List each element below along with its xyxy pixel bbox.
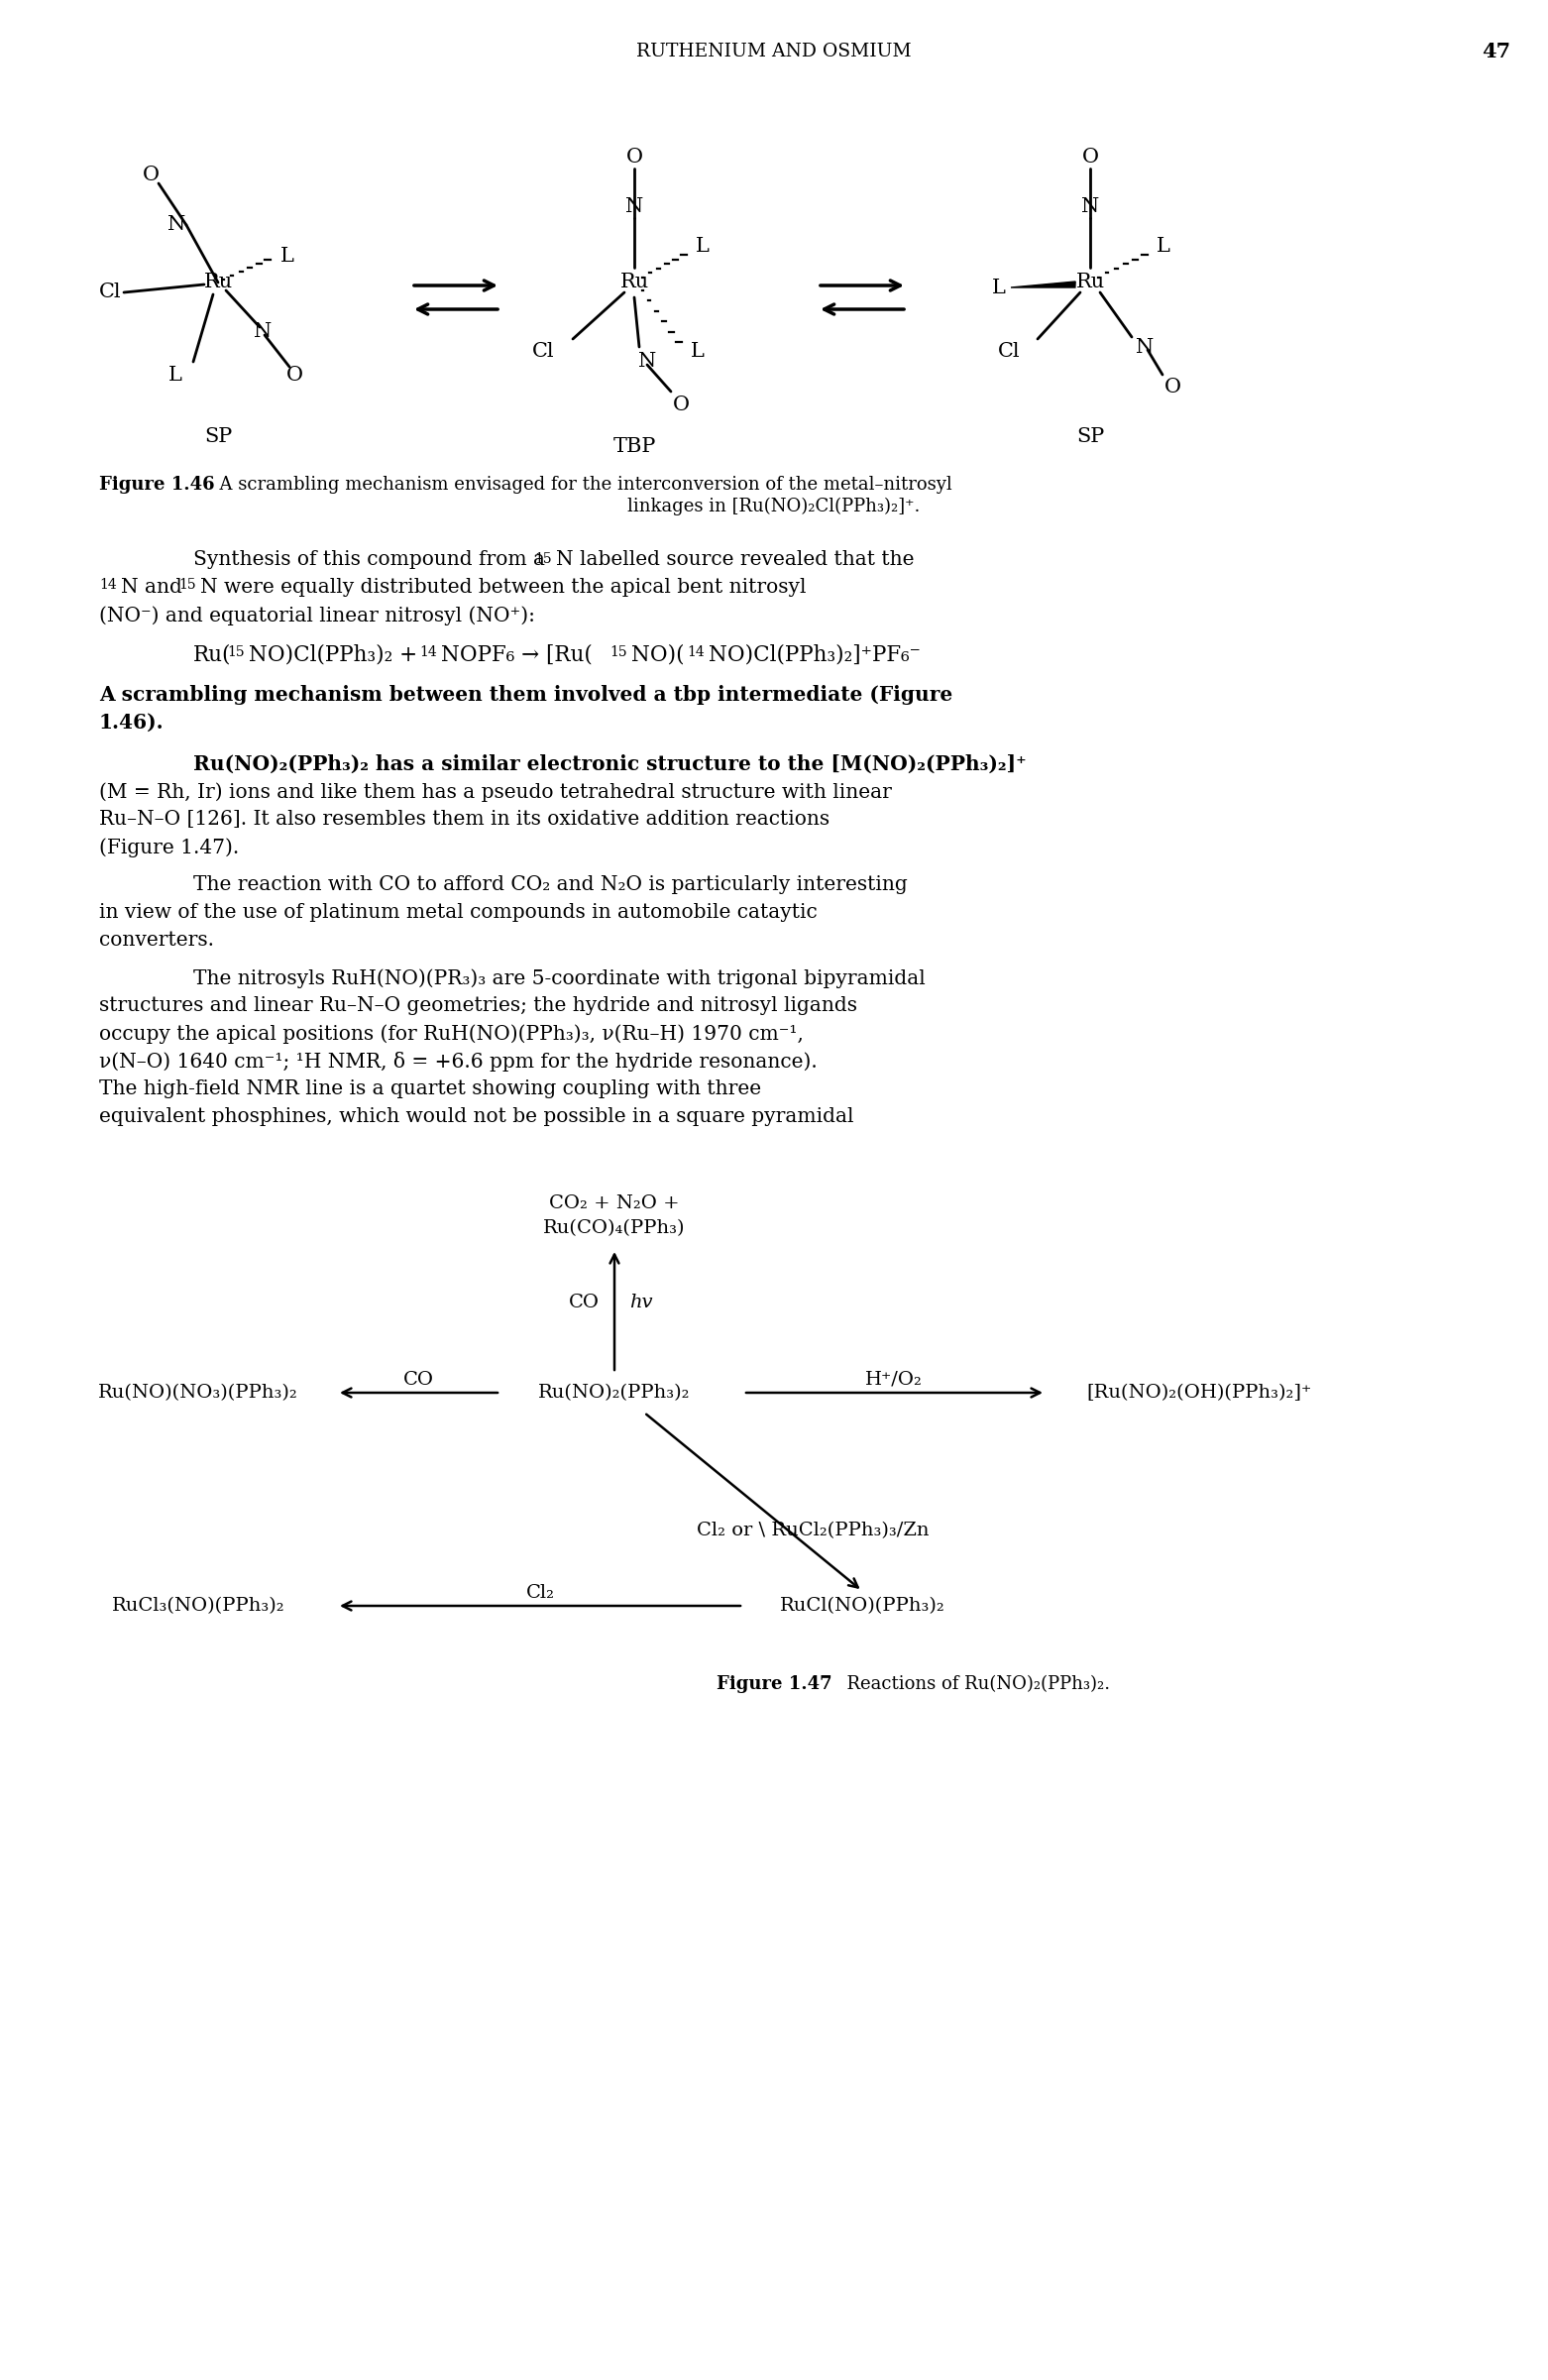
Text: Ru(NO)(NO₃)(PPh₃)₂: Ru(NO)(NO₃)(PPh₃)₂	[98, 1383, 299, 1402]
Text: in view of the use of platinum metal compounds in automobile cataytic: in view of the use of platinum metal com…	[99, 902, 817, 921]
Text: The nitrosyls RuH(NO)(PR₃)₃ are 5-coordinate with trigonal bipyramidal: The nitrosyls RuH(NO)(PR₃)₃ are 5-coordi…	[194, 969, 926, 988]
Text: TBP: TBP	[613, 436, 656, 455]
Text: O: O	[1082, 148, 1099, 167]
Text: SP: SP	[204, 426, 232, 445]
Text: Cl₂: Cl₂	[526, 1585, 554, 1602]
Text: O: O	[1164, 378, 1181, 397]
Text: H⁺/O₂: H⁺/O₂	[865, 1371, 923, 1390]
Text: L: L	[280, 248, 294, 267]
Text: N: N	[638, 352, 656, 371]
Text: converters.: converters.	[99, 931, 214, 950]
Text: 47: 47	[1481, 40, 1511, 62]
Text: Ru(CO)₄(PPh₃): Ru(CO)₄(PPh₃)	[543, 1219, 686, 1238]
Text: N: N	[1081, 198, 1099, 217]
Text: Cl: Cl	[99, 283, 121, 302]
Text: The high-field NMR line is a quartet showing coupling with three: The high-field NMR line is a quartet sho…	[99, 1081, 762, 1097]
Text: Reactions of Ru(NO)₂(PPh₃)₂.: Reactions of Ru(NO)₂(PPh₃)₂.	[836, 1676, 1110, 1692]
Text: equivalent phosphines, which would not be possible in a square pyramidal: equivalent phosphines, which would not b…	[99, 1107, 854, 1126]
Text: Ru: Ru	[1076, 274, 1105, 293]
Text: N: N	[167, 217, 186, 236]
Text: SP: SP	[1076, 426, 1104, 445]
Text: O: O	[672, 395, 689, 414]
Text: L: L	[695, 238, 709, 257]
Text: The reaction with CO to afford CO₂ and N₂O is particularly interesting: The reaction with CO to afford CO₂ and N…	[194, 876, 907, 895]
Text: Ru: Ru	[619, 274, 649, 293]
Text: NOPF₆ → [Ru(: NOPF₆ → [Ru(	[441, 643, 593, 664]
Text: L: L	[690, 343, 704, 362]
Polygon shape	[1011, 281, 1076, 288]
Text: ν(N–O) 1640 cm⁻¹; ¹H NMR, δ = +6.6 ppm for the hydride resonance).: ν(N–O) 1640 cm⁻¹; ¹H NMR, δ = +6.6 ppm f…	[99, 1052, 817, 1071]
Text: N were equally distributed between the apical bent nitrosyl: N were equally distributed between the a…	[200, 578, 807, 597]
Text: Ru(NO)₂(PPh₃)₂ has a similar electronic structure to the [M(NO)₂(PPh₃)₂]⁺: Ru(NO)₂(PPh₃)₂ has a similar electronic …	[194, 754, 1026, 774]
Text: NO)Cl(PPh₃)₂]⁺PF₆⁻: NO)Cl(PPh₃)₂]⁺PF₆⁻	[709, 643, 921, 664]
Text: CO₂ + N₂O +: CO₂ + N₂O +	[550, 1195, 680, 1211]
Text: structures and linear Ru–N–O geometries; the hydride and nitrosyl ligands: structures and linear Ru–N–O geometries;…	[99, 997, 858, 1014]
Text: O: O	[286, 364, 303, 383]
Text: 14: 14	[420, 645, 437, 659]
Text: Cl₂ or \ RuCl₂(PPh₃)₃/Zn: Cl₂ or \ RuCl₂(PPh₃)₃/Zn	[697, 1521, 929, 1540]
Text: 15: 15	[534, 552, 551, 566]
Text: N labelled source revealed that the: N labelled source revealed that the	[556, 550, 915, 569]
Text: Figure 1.46: Figure 1.46	[99, 476, 215, 493]
Text: 15: 15	[178, 578, 197, 593]
Text: 1.46).: 1.46).	[99, 712, 164, 733]
Text: O: O	[625, 148, 642, 167]
Text: occupy the apical positions (for RuH(NO)(PPh₃)₃, ν(Ru–H) 1970 cm⁻¹,: occupy the apical positions (for RuH(NO)…	[99, 1023, 803, 1042]
Text: (NO⁻) and equatorial linear nitrosyl (NO⁺):: (NO⁻) and equatorial linear nitrosyl (NO…	[99, 605, 536, 626]
Text: L: L	[169, 364, 183, 383]
Text: (M = Rh, Ir) ions and like them has a pseudo tetrahedral structure with linear: (M = Rh, Ir) ions and like them has a ps…	[99, 783, 892, 802]
Text: N and: N and	[121, 578, 189, 597]
Text: A scrambling mechanism between them involved a tbp intermediate (Figure: A scrambling mechanism between them invo…	[99, 685, 952, 704]
Text: Figure 1.47: Figure 1.47	[717, 1676, 831, 1692]
Text: N: N	[254, 324, 271, 340]
Text: Ru–N–O [126]. It also resembles them in its oxidative addition reactions: Ru–N–O [126]. It also resembles them in …	[99, 809, 830, 828]
Text: 14: 14	[99, 578, 116, 593]
Text: RUTHENIUM AND OSMIUM: RUTHENIUM AND OSMIUM	[636, 43, 912, 60]
Text: L: L	[992, 278, 1006, 298]
Text: [Ru(NO)₂(OH)(PPh₃)₂]⁺: [Ru(NO)₂(OH)(PPh₃)₂]⁺	[1087, 1383, 1311, 1402]
Text: Ru(: Ru(	[194, 643, 231, 664]
Text: (Figure 1.47).: (Figure 1.47).	[99, 838, 238, 857]
Text: Cl: Cl	[997, 343, 1020, 362]
Text: CO: CO	[568, 1295, 599, 1311]
Text: N: N	[625, 198, 644, 217]
Text: RuCl(NO)(PPh₃)₂: RuCl(NO)(PPh₃)₂	[780, 1597, 944, 1614]
Text: 15: 15	[228, 645, 245, 659]
Text: Synthesis of this compound from a: Synthesis of this compound from a	[194, 550, 551, 569]
Text: 15: 15	[610, 645, 627, 659]
Text: L: L	[1156, 238, 1170, 257]
Text: linkages in [Ru(NO)₂Cl(PPh₃)₂]⁺.: linkages in [Ru(NO)₂Cl(PPh₃)₂]⁺.	[627, 497, 921, 516]
Text: hv: hv	[630, 1295, 653, 1311]
Text: NO)Cl(PPh₃)₂ +: NO)Cl(PPh₃)₂ +	[249, 643, 424, 664]
Text: Ru(NO)₂(PPh₃)₂: Ru(NO)₂(PPh₃)₂	[539, 1383, 690, 1402]
Text: 14: 14	[687, 645, 704, 659]
Text: CO: CO	[402, 1371, 433, 1390]
Text: O: O	[142, 167, 159, 186]
Text: RuCl₃(NO)(PPh₃)₂: RuCl₃(NO)(PPh₃)₂	[111, 1597, 285, 1614]
Text: Ru: Ru	[204, 274, 232, 293]
Text: A scrambling mechanism envisaged for the interconversion of the metal–nitrosyl: A scrambling mechanism envisaged for the…	[207, 476, 952, 493]
Text: N: N	[1136, 338, 1153, 357]
Text: NO)(: NO)(	[632, 643, 684, 664]
Text: Cl: Cl	[533, 343, 554, 362]
